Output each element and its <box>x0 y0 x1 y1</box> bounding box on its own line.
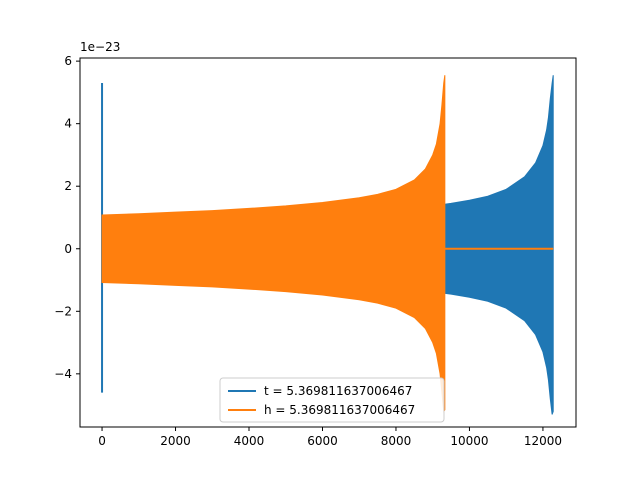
y-tick-label: 6 <box>64 54 72 68</box>
x-tick-label: 6000 <box>307 434 338 448</box>
x-tick-label: 0 <box>98 434 106 448</box>
legend-label: h = 5.369811637006467 <box>264 403 415 417</box>
x-tick-label: 12000 <box>524 434 562 448</box>
x-axis: 0 2000 4000 6000 8000 10000 12000 <box>98 427 562 448</box>
x-tick-label: 2000 <box>160 434 191 448</box>
y-axis: −4 −2 0 2 4 6 <box>54 54 80 381</box>
y-tick-label: 0 <box>64 242 72 256</box>
plot-area <box>101 75 554 415</box>
series-h <box>101 75 554 413</box>
series-oscillation-band <box>443 75 554 415</box>
x-tick-label: 8000 <box>381 434 412 448</box>
legend-label: t = 5.369811637006467 <box>264 384 412 398</box>
axes-frame <box>79 57 577 428</box>
legend-box <box>219 377 445 423</box>
y-tick-label: 4 <box>64 117 72 131</box>
series-oscillation-band <box>101 75 446 413</box>
legend: t = 5.369811637006467 h = 5.3698116370064… <box>219 377 445 423</box>
y-offset-label: 1e−23 <box>80 40 120 54</box>
y-tick-label: −4 <box>54 367 72 381</box>
y-tick-label: −2 <box>54 304 72 318</box>
y-tick-label: 2 <box>64 179 72 193</box>
x-tick-label: 10000 <box>450 434 488 448</box>
x-tick-label: 4000 <box>234 434 265 448</box>
